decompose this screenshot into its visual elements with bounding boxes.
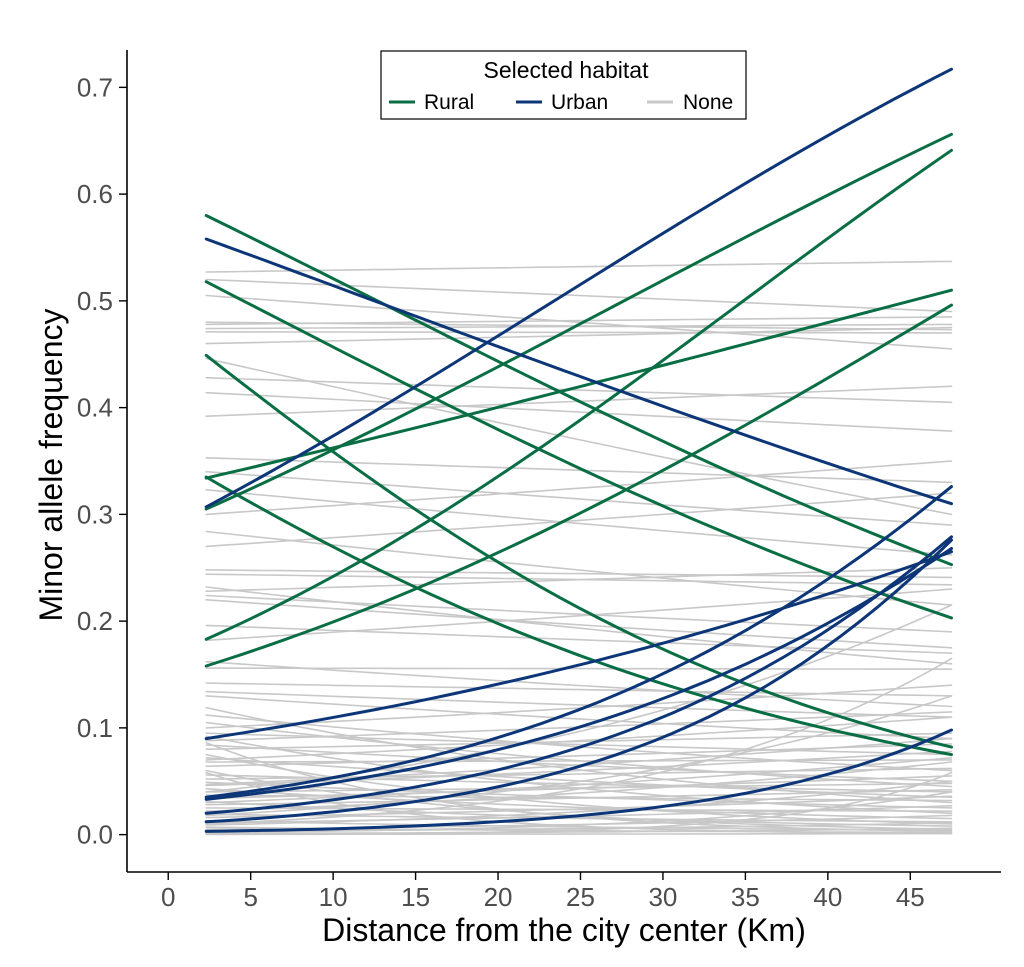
x-tick-label-25: 25 xyxy=(566,882,595,912)
series-none-line-9 xyxy=(205,357,953,516)
series-none-line-14 xyxy=(205,470,953,526)
series-none-line-10 xyxy=(205,376,953,404)
series-rural-line-1 xyxy=(204,214,953,567)
series-urban-line-2 xyxy=(204,67,953,509)
series-none-line-43 xyxy=(205,759,953,763)
series-none-line-16 xyxy=(205,460,953,516)
series-none-line-72 xyxy=(205,716,953,761)
series-urban-line-6 xyxy=(204,535,953,815)
series-none-line-62 xyxy=(205,780,953,826)
series-rural-line-4 xyxy=(204,475,953,757)
x-tick-label-10: 10 xyxy=(319,882,348,912)
series-rural-line-6 xyxy=(204,132,953,511)
y-tick-label-0.1: 0.1 xyxy=(77,713,113,743)
legend-label-none: None xyxy=(683,91,733,114)
series-none-line-24 xyxy=(205,599,953,649)
series-none-line-27 xyxy=(205,660,953,708)
legend-label-rural: Rural xyxy=(424,91,474,114)
series-urban-line-7 xyxy=(204,538,953,824)
series-none-line-3 xyxy=(205,294,953,350)
y-tick-label-0.2: 0.2 xyxy=(77,606,113,636)
legend-title: Selected habitat xyxy=(484,57,650,83)
y-tick-label-0.4: 0.4 xyxy=(77,393,113,423)
series-none-line-18 xyxy=(205,492,953,548)
x-tick-label-40: 40 xyxy=(813,882,842,912)
series-urban-line-1 xyxy=(204,237,953,506)
series-none-line-35 xyxy=(205,684,953,729)
series-none-line-13 xyxy=(205,457,953,484)
series-none-line-59 xyxy=(205,795,953,819)
x-axis-title: Distance from the city center (Km) xyxy=(322,912,806,948)
series-rural-line-2 xyxy=(204,280,953,620)
series-urban-line-8 xyxy=(204,728,953,833)
series-rural-line-7 xyxy=(204,148,953,641)
x-tick-label-15: 15 xyxy=(401,882,430,912)
series-none-line-7 xyxy=(205,331,953,334)
x-tick-label-5: 5 xyxy=(243,882,257,912)
series-none-line-15 xyxy=(205,489,953,556)
series-urban-line-3 xyxy=(204,550,953,741)
y-axis-ticks: 0.0 0.1 0.2 0.3 0.4 0.5 0.6 0.7 xyxy=(77,72,127,850)
x-tick-label-20: 20 xyxy=(484,882,513,912)
series-none-line-8 xyxy=(205,326,953,345)
series-none-line-1 xyxy=(205,260,953,273)
x-axis-ticks: 0 5 10 15 20 25 30 35 40 45 xyxy=(161,872,925,912)
y-tick-label-0.0: 0.0 xyxy=(77,820,113,850)
series-none-line-25 xyxy=(205,624,953,654)
series-none-line-6 xyxy=(205,323,953,330)
y-tick-label-0.5: 0.5 xyxy=(77,286,113,316)
x-tick-label-0: 0 xyxy=(161,882,175,912)
series-none-line-69 xyxy=(205,771,953,836)
series-none xyxy=(205,260,953,836)
series-none-line-76 xyxy=(205,657,953,825)
y-tick-label-0.3: 0.3 xyxy=(77,499,113,529)
y-tick-label-0.6: 0.6 xyxy=(77,179,113,209)
series-rural-line-8 xyxy=(204,303,953,668)
series-none-line-74 xyxy=(205,757,953,804)
series-none-line-75 xyxy=(205,695,953,817)
series-urban-line-5 xyxy=(204,547,953,801)
series-none-line-5 xyxy=(205,316,953,326)
legend: Selected habitat Rural Urban None xyxy=(380,50,747,120)
series-rural-line-5 xyxy=(204,288,953,480)
series-none-line-19 xyxy=(205,569,953,579)
series-rural xyxy=(204,132,953,757)
y-axis-title: Minor allele frequency xyxy=(33,308,69,621)
x-tick-label-35: 35 xyxy=(731,882,760,912)
series-none-line-22 xyxy=(205,567,953,592)
series-none-line-11 xyxy=(205,391,953,432)
y-tick-label-0.7: 0.7 xyxy=(77,72,113,102)
series-none-line-26 xyxy=(205,588,953,642)
series-urban xyxy=(204,67,953,833)
x-tick-label-30: 30 xyxy=(648,882,677,912)
legend-label-urban: Urban xyxy=(551,91,608,114)
series-none-line-23 xyxy=(205,594,953,633)
x-tick-label-45: 45 xyxy=(896,882,925,912)
series-none-line-28 xyxy=(205,667,953,670)
series-none-line-70 xyxy=(205,771,953,835)
legend-box xyxy=(380,50,747,120)
series-urban-line-4 xyxy=(204,485,953,799)
